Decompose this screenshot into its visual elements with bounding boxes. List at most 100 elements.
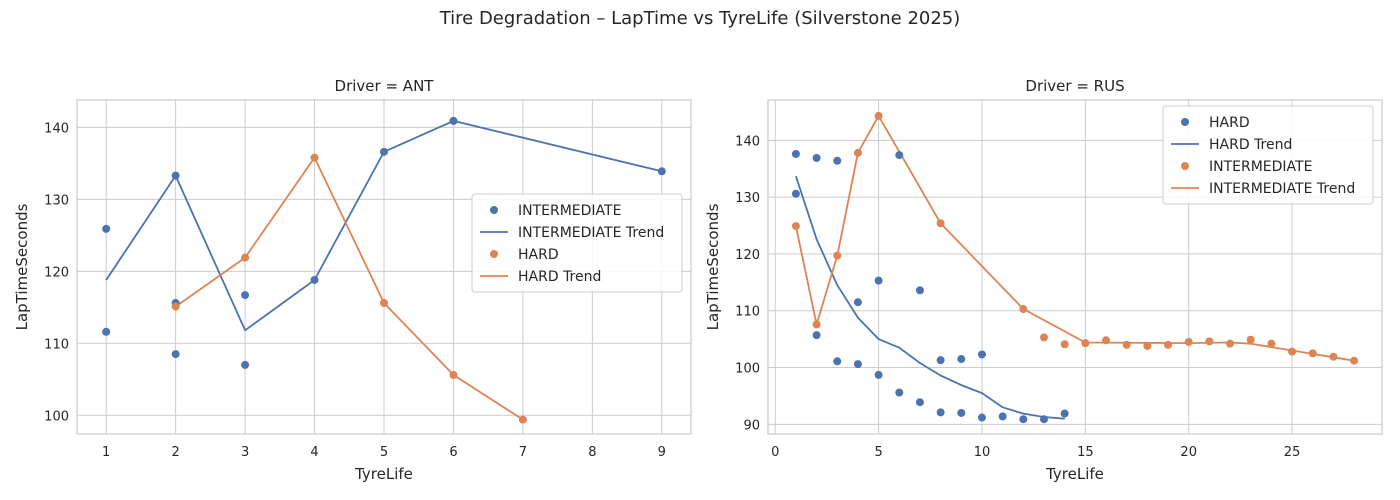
data-point-hard: [449, 370, 458, 379]
legend-label: HARD Trend: [518, 269, 601, 285]
x-tick-label: 20: [1180, 445, 1197, 460]
data-point-hard: [791, 149, 800, 158]
data-point-hard: [518, 415, 527, 424]
data-point-intermediate: [1143, 341, 1152, 350]
x-tick-label: 3: [241, 445, 249, 460]
legend-label: INTERMEDIATE: [518, 203, 621, 219]
data-point-intermediate: [1039, 333, 1048, 342]
data-point-hard: [895, 388, 904, 397]
data-point-hard: [915, 286, 924, 295]
data-point-intermediate: [1184, 337, 1193, 346]
legend-label: INTERMEDIATE: [1209, 159, 1312, 175]
data-point-hard: [998, 412, 1007, 421]
y-tick-label: 100: [44, 409, 69, 424]
x-tick-label: 8: [588, 445, 596, 460]
data-point-intermediate: [1102, 336, 1111, 345]
trend-line-hard: [175, 156, 524, 421]
y-tick-label: 120: [735, 248, 760, 263]
legend-marker: [1181, 118, 1189, 126]
data-point-hard: [853, 360, 862, 369]
x-tick-label: 2: [171, 445, 179, 460]
data-point-hard: [1039, 415, 1048, 424]
trend-line-hard: [795, 175, 1065, 420]
data-point-intermediate: [791, 222, 800, 231]
x-axis-label: TyreLife: [354, 465, 413, 483]
data-point-intermediate: [171, 350, 180, 359]
y-axis-label: LapTimeSeconds: [13, 203, 31, 330]
data-point-intermediate: [1122, 340, 1131, 349]
data-point-intermediate: [874, 111, 883, 120]
data-point-intermediate: [241, 291, 250, 300]
figure-title: Tire Degradation – LapTime vs TyreLife (…: [439, 8, 961, 29]
data-point-intermediate: [1060, 340, 1069, 349]
data-point-hard: [957, 408, 966, 417]
data-point-intermediate: [171, 171, 180, 180]
data-point-hard: [171, 302, 180, 311]
data-point-intermediate: [449, 116, 458, 125]
data-point-hard: [1060, 409, 1069, 418]
legend-box: [471, 193, 683, 293]
data-point-hard: [915, 398, 924, 407]
data-point-intermediate: [1081, 339, 1090, 348]
y-tick-label: 140: [735, 134, 760, 149]
y-tick-label: 110: [735, 305, 760, 320]
y-tick-label: 130: [735, 191, 760, 206]
x-tick-label: 6: [449, 445, 457, 460]
legend-label: INTERMEDIATE Trend: [1209, 181, 1355, 197]
panel-title: Driver = RUS: [1025, 77, 1124, 95]
data-point-hard: [1019, 415, 1028, 424]
y-tick-label: 100: [735, 362, 760, 377]
panel-driver-ant: 1 2 3 4 5 6 7 8 9 100 110 120 130 140 Driver = ANT Tyre…: [13, 77, 692, 483]
data-point-hard: [957, 355, 966, 364]
legend-marker: [1181, 162, 1189, 170]
legend-label: HARD Trend: [1209, 137, 1292, 153]
data-point-intermediate: [657, 167, 666, 176]
data-point-intermediate: [241, 360, 250, 369]
data-point-hard: [833, 156, 842, 165]
x-tick-label: 4: [310, 445, 318, 460]
y-tick-label: 90: [743, 418, 760, 433]
x-tick-label: 10: [974, 445, 991, 460]
x-tick-label: 25: [1284, 445, 1301, 460]
plot-frame: [76, 99, 692, 435]
data-point-intermediate: [1288, 347, 1297, 356]
data-point-hard: [380, 298, 388, 307]
x-tick-label: 1: [102, 445, 110, 460]
data-point-intermediate: [1226, 339, 1235, 348]
data-point-intermediate: [102, 327, 111, 336]
x-tick-label: 15: [1077, 445, 1094, 460]
x-tick-label: 5: [874, 445, 882, 460]
legend-box: [1162, 105, 1374, 205]
data-point-hard: [936, 356, 945, 365]
legend-marker: [490, 250, 498, 258]
x-tick-label: 0: [771, 445, 779, 460]
data-point-intermediate: [833, 251, 842, 260]
data-point-intermediate: [1267, 339, 1276, 348]
plot-frame: [767, 99, 1383, 435]
data-point-hard: [812, 153, 821, 162]
data-point-intermediate: [1246, 335, 1255, 344]
data-point-hard: [241, 253, 250, 262]
data-point-hard: [874, 370, 883, 379]
y-tick-label: 130: [44, 193, 69, 208]
data-point-hard: [977, 413, 986, 422]
data-point-hard: [791, 189, 800, 198]
legend-label: HARD: [1209, 115, 1250, 131]
data-point-hard: [812, 331, 821, 340]
legend-label: INTERMEDIATE Trend: [518, 225, 664, 241]
data-point-intermediate: [812, 320, 821, 329]
data-point-hard: [895, 151, 904, 160]
data-point-intermediate: [102, 224, 111, 233]
data-point-hard: [833, 357, 842, 366]
x-tick-label: 5: [380, 445, 388, 460]
y-axis-label: LapTimeSeconds: [704, 203, 722, 330]
data-point-hard: [874, 276, 883, 285]
y-tick-label: 120: [44, 265, 69, 280]
data-point-intermediate: [1019, 305, 1028, 314]
legend-label: HARD: [518, 247, 559, 263]
data-point-intermediate: [936, 219, 945, 228]
legend: HARD HARD Trend INTERMEDIATE INTERMEDIATE T…: [1162, 105, 1374, 205]
data-point-intermediate: [380, 147, 388, 156]
